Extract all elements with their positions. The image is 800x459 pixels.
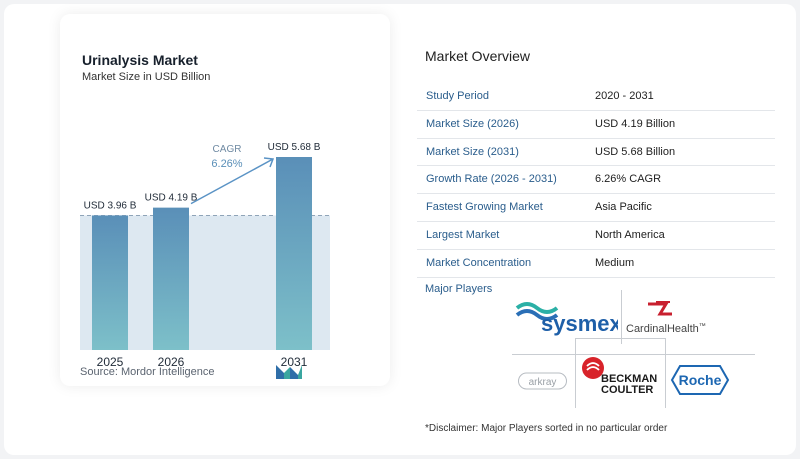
data-label-2031: USD 5.68 B (268, 142, 321, 153)
chart-title: Urinalysis Market (82, 52, 198, 68)
major-players-title: Major Players (425, 283, 493, 295)
overview-key: Market Concentration (426, 256, 532, 269)
overview-row: Market Size (2031) USD 5.68 Billion (417, 139, 775, 167)
data-label-2025: USD 3.96 B (84, 200, 137, 211)
logo-divider (512, 354, 755, 355)
market-overview-title: Market Overview (425, 48, 531, 64)
overview-row: Largest Market North America (417, 222, 775, 250)
overview-key: Largest Market (426, 228, 500, 241)
source-note: Source: Mordor Intelligence (80, 366, 215, 378)
mordor-logo-icon (276, 365, 302, 379)
svg-text:arkray: arkray (529, 377, 557, 388)
overview-key: Market Size (2031) (426, 145, 519, 158)
logo-divider (621, 290, 622, 344)
cardinal-health-logo: CardinalHealth™ (626, 301, 706, 335)
disclaimer: *Disclaimer: Major Players sorted in no … (425, 423, 668, 434)
overview-row: Market Size (2026) USD 4.19 Billion (417, 111, 775, 139)
overview-row: Growth Rate (2026 - 2031) 6.26% CAGR (417, 166, 775, 195)
overview-key: Market Size (2026) (426, 117, 519, 130)
bar-2026 (153, 207, 189, 350)
tick-label-2026: 2026 (158, 355, 185, 369)
logo-divider (575, 338, 576, 408)
cagr-label: CAGR (213, 144, 242, 155)
arkray-logo: arkray (518, 372, 567, 390)
market-overview-table: Study Period 2020 - 2031 Market Size (2026… (417, 83, 775, 278)
sysmex-logo: sysmex (515, 302, 618, 336)
overview-key: Study Period (426, 90, 489, 102)
svg-text:sysmex: sysmex (541, 311, 618, 336)
cagr-value: 6.26% (211, 158, 242, 170)
tick-label-2031: 2031 (281, 355, 308, 369)
svg-text:BECKMAN: BECKMAN (601, 373, 657, 385)
bar-2031 (276, 157, 312, 350)
data-label-2026: USD 4.19 B (145, 193, 198, 204)
svg-text:CardinalHealth™: CardinalHealth™ (626, 323, 706, 335)
overview-key: Fastest Growing Market (426, 201, 543, 214)
svg-text:COULTER: COULTER (601, 384, 653, 394)
logo-divider (665, 338, 666, 408)
overview-value: North America (595, 228, 665, 241)
overview-key: Growth Rate (2026 - 2031) (426, 173, 557, 186)
overview-value: 6.26% CAGR (595, 173, 662, 186)
beckman-coulter-logo: BECKMAN COULTER (582, 357, 657, 394)
roche-logo: Roche (670, 365, 730, 395)
chart-subtitle: Market Size in USD Billion (82, 71, 211, 83)
chart-plot: USD 3.96 B 2025 USD 4.19 B 2026 USD 5.68 B 20… (80, 142, 330, 369)
chart-card: USD 3.96 B 2025 USD 4.19 B 2026 USD 5.68 B 20… (60, 14, 390, 386)
cagr-arrow-head (263, 157, 275, 168)
overview-value: USD 4.19 Billion (595, 117, 676, 130)
overview-value: Asia Pacific (595, 201, 652, 214)
bar-2025 (92, 215, 128, 350)
overview-value: USD 5.68 Billion (595, 145, 676, 158)
logo-divider (575, 338, 666, 339)
tick-label-2025: 2025 (97, 355, 124, 369)
overview-row: Study Period 2020 - 2031 (417, 83, 775, 111)
overview-value: 2020 - 2031 (595, 90, 654, 102)
overview-row: Fastest Growing Market Asia Pacific (417, 194, 775, 222)
overview-value: Medium (595, 256, 635, 269)
cagr-arrow (190, 158, 274, 205)
overview-row: Market Concentration Medium (417, 250, 775, 278)
svg-text:Roche: Roche (679, 372, 722, 388)
